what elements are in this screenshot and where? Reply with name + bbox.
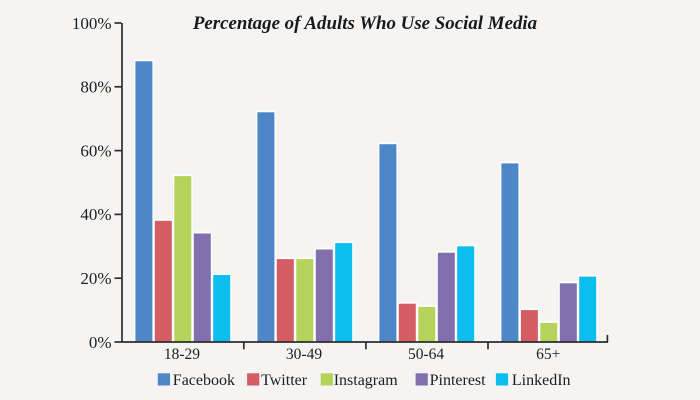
svg-text:0%: 0% bbox=[89, 333, 112, 352]
svg-text:Facebook: Facebook bbox=[173, 372, 235, 389]
svg-text:40%: 40% bbox=[80, 205, 111, 224]
svg-text:30-49: 30-49 bbox=[286, 346, 322, 363]
svg-text:Twitter: Twitter bbox=[261, 372, 308, 389]
svg-text:20%: 20% bbox=[80, 269, 111, 288]
svg-text:60%: 60% bbox=[80, 141, 111, 160]
svg-text:100%: 100% bbox=[72, 14, 112, 33]
svg-text:65+: 65+ bbox=[536, 346, 560, 363]
svg-text:Pinterest: Pinterest bbox=[430, 372, 487, 389]
svg-text:18-29: 18-29 bbox=[164, 346, 200, 363]
svg-text:Instagram: Instagram bbox=[334, 372, 399, 389]
svg-text:50-64: 50-64 bbox=[408, 346, 444, 363]
svg-text:Percentage of Adults Who Use S: Percentage of Adults Who Use Social Medi… bbox=[192, 13, 537, 34]
svg-text:LinkedIn: LinkedIn bbox=[512, 372, 571, 389]
svg-text:80%: 80% bbox=[80, 78, 111, 97]
